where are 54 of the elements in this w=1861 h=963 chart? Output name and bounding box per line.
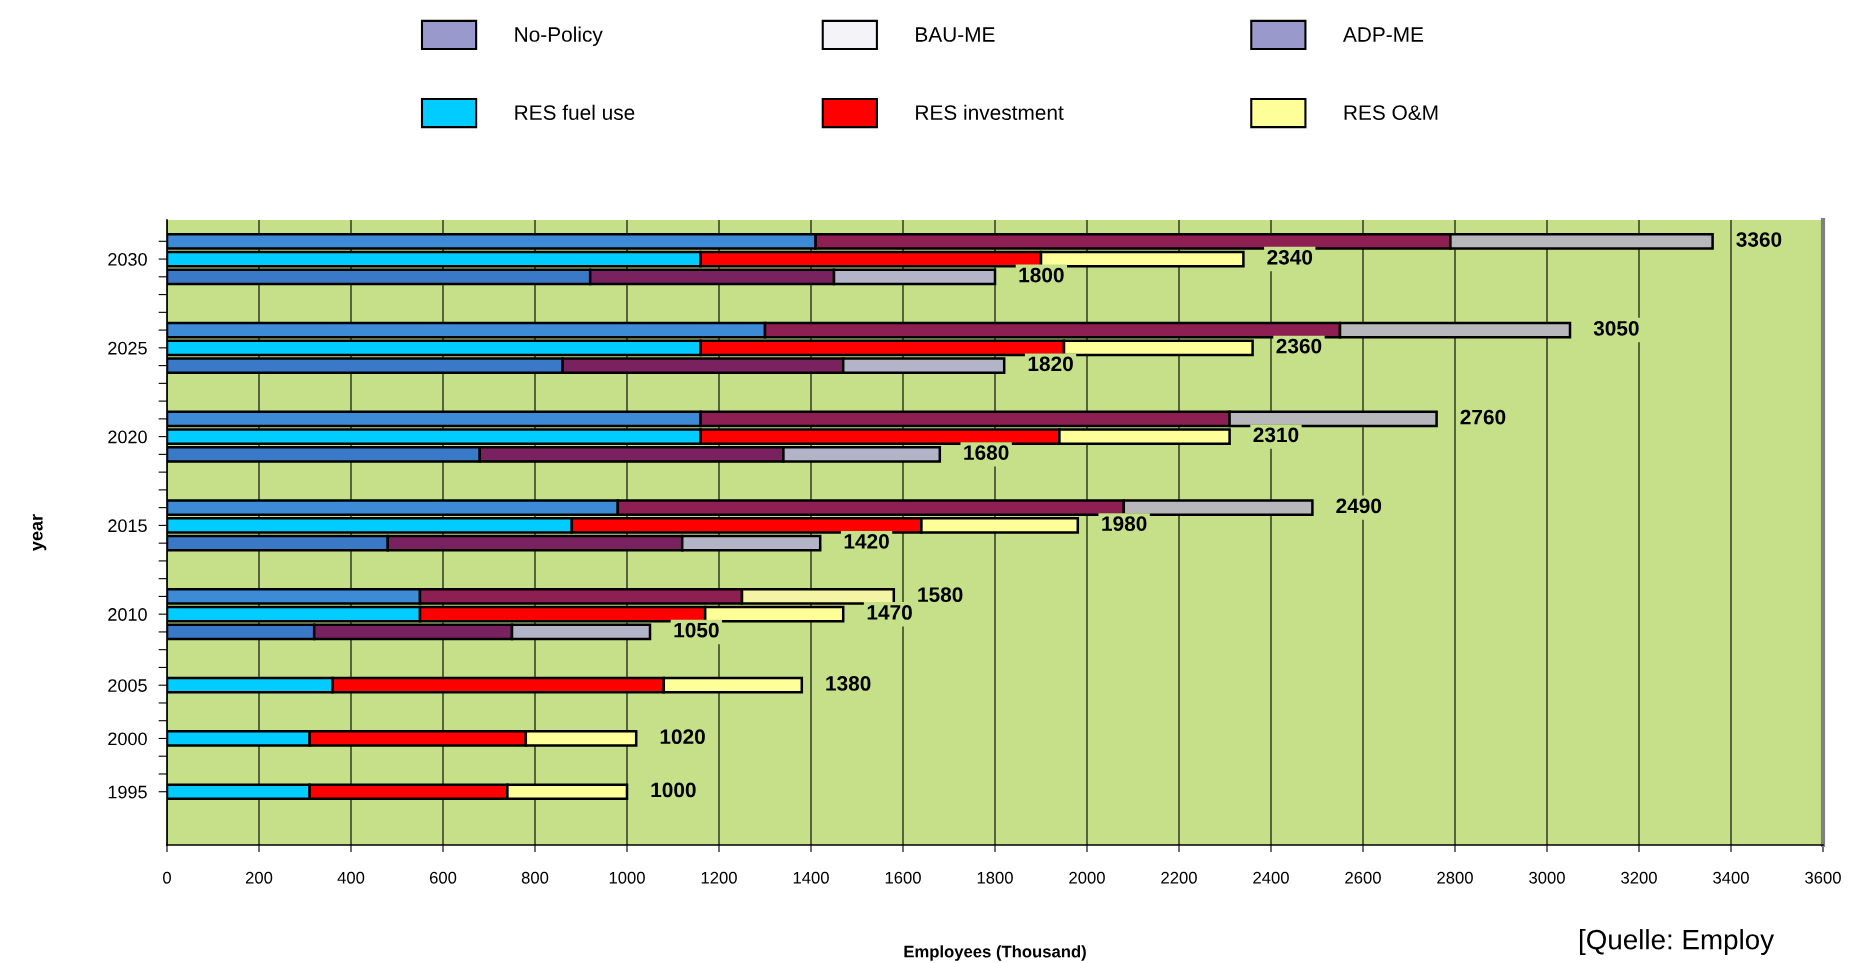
y-tick-label: 2020 [108,430,147,444]
x-axis-title: Employees (Thousand) [904,945,1086,961]
legend-label: RES investment [916,104,1064,120]
x-tick-label: 2400 [1253,871,1289,884]
x-tick-label: 3400 [1713,871,1749,884]
total-label: 1050 [674,622,719,638]
text: [Quelle: Employ [1579,929,1775,955]
x-tick-label: 400 [337,871,365,884]
x-tick-label: 800 [521,871,549,884]
total-label: 2310 [1253,427,1299,443]
total-label: 1580 [918,587,963,603]
y-tick-label: 2000 [108,732,147,746]
x-tick-label: 1600 [885,871,921,884]
legend-label: BAU-ME [916,27,995,42]
y-tick-label: 2030 [108,253,147,266]
legend-label: RES O&M [1344,105,1438,120]
total-label: 2360 [1276,338,1322,354]
total-label: 1980 [1102,516,1147,531]
total-label: 1800 [1019,267,1064,283]
total-label: 1470 [867,605,912,620]
total-label: 3050 [1593,320,1639,336]
total-label: 1380 [826,676,871,691]
x-tick-label: 200 [245,871,273,884]
x-tick-label: 2800 [1437,871,1473,884]
legend-label: RES fuel use [515,104,635,120]
y-tick-label: 1995 [108,785,147,799]
x-tick-label: 2200 [1161,871,1197,884]
x-tick-label: 3000 [1529,871,1565,884]
x-tick-label: 2000 [1069,871,1105,884]
y-tick-label: 2015 [108,519,147,533]
total-label: 2760 [1460,409,1506,425]
total-label: 1680 [964,445,1009,460]
total-label: 2490 [1336,498,1382,514]
legend-label: ADP-ME [1342,27,1424,42]
x-tick-label: 3200 [1621,871,1657,884]
x-tick-label: 1400 [793,871,829,884]
x-tick-label: 2600 [1345,871,1381,884]
total-label: 1420 [844,533,889,549]
x-tick-label: 1000 [609,871,645,884]
total-label: 3360 [1736,232,1782,247]
x-tick-label: 0 [163,871,171,884]
y-tick-label: 2005 [108,679,147,692]
total-label: 1820 [1028,356,1073,372]
y-axis-title: year [32,514,47,551]
y-tick-label: 2010 [108,608,147,621]
x-tick-label: 1200 [701,871,737,884]
total-label: 2340 [1267,249,1313,265]
total-label: 1000 [651,782,696,798]
x-tick-label: 600 [429,871,457,884]
y-tick-label: 2025 [108,341,147,355]
legend-label: No-Policy [515,26,603,46]
total-label: 1020 [660,729,705,745]
x-tick-label: 1800 [977,871,1013,884]
x-tick-label: 3600 [1805,871,1841,884]
